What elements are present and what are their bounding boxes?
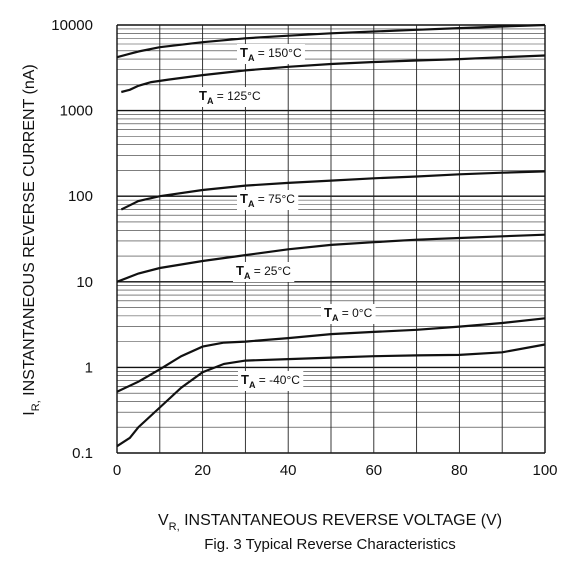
series-line-3 (116, 233, 546, 283)
series-line-2 (120, 170, 546, 211)
curves (116, 23, 546, 448)
y-tick-label: 10000 (51, 17, 93, 34)
series-label-background (321, 304, 376, 324)
series-label-3: TA = 25°C (236, 263, 291, 281)
y-tick-label: 0.1 (72, 445, 93, 462)
figure-caption: Fig. 3 Typical Reverse Characteristics (204, 536, 455, 553)
series-label-5: TA = -40°C (241, 372, 300, 390)
x-tick-label: 60 (365, 462, 382, 479)
y-axis-label: IR, INSTANTANEOUS REVERSE CURRENT (nA) (21, 64, 42, 416)
series-label-background (196, 87, 264, 107)
x-axis-label: VR, INSTANTANEOUS REVERSE VOLTAGE (V) (158, 512, 502, 533)
series-label-0: TA = 150°C (240, 45, 302, 63)
series-line-0 (116, 23, 546, 59)
series-line-4 (116, 317, 546, 393)
series-label-4: TA = 0°C (324, 305, 373, 323)
x-tick-label: 20 (194, 462, 211, 479)
series-line-1 (121, 54, 546, 94)
series-label-1: TA = 125°C (199, 88, 261, 106)
x-tick-label: 100 (532, 462, 557, 479)
x-tick-label: 80 (451, 462, 468, 479)
series-label-2: TA = 75°C (240, 191, 295, 209)
tick-labels: 0 20 40 60 80 100 0.1 1 10 100 1000 10000 (51, 17, 557, 479)
y-tick-label: 10 (76, 274, 93, 291)
series-label-background (238, 371, 304, 391)
series-label-background (237, 190, 299, 210)
y-tick-label: 100 (68, 188, 93, 205)
y-tick-label: 1 (85, 359, 93, 376)
series-line-5 (116, 343, 546, 448)
curve-labels: TA = 150°C TA = 125°C TA = 75°C TA = 25°C TA… (196, 44, 376, 391)
y-tick-label: 1000 (60, 103, 93, 120)
x-tick-label: 0 (113, 462, 121, 479)
x-tick-label: 40 (280, 462, 297, 479)
series-label-background (237, 44, 305, 64)
series-label-background (233, 262, 295, 282)
